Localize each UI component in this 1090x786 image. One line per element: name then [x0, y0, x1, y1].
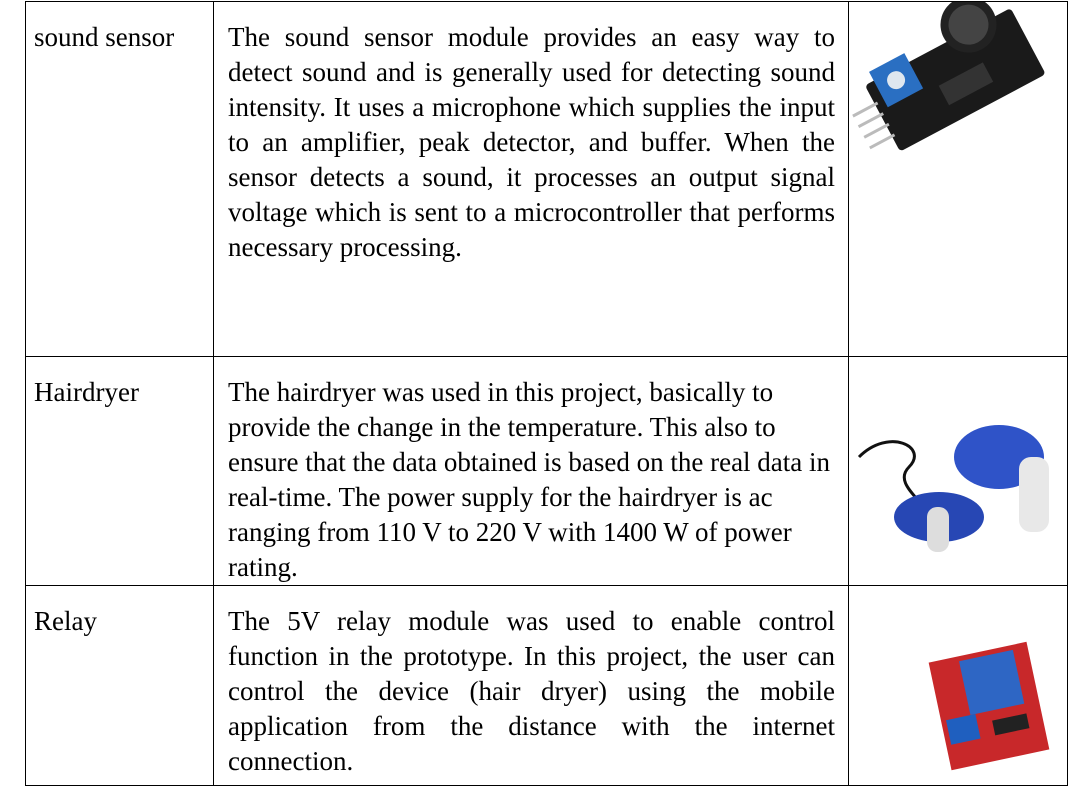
- image-cell: [848, 356, 1068, 586]
- table-row: Hairdryer The hairdryer was used in this…: [25, 356, 1068, 586]
- hairdryer-image: [857, 425, 1049, 552]
- image-cell: [848, 1, 1068, 357]
- table-row: Relay The 5V relay module was used to en…: [25, 585, 1068, 786]
- component-name: Hairdryer: [25, 356, 214, 586]
- relay-image: [928, 641, 1050, 771]
- component-description: The sound sensor module provides an easy…: [213, 1, 849, 357]
- component-name: Relay: [25, 585, 214, 786]
- component-table: sound sensor The sound sensor module pro…: [25, 1, 1068, 786]
- sound-sensor-image: [852, 2, 1045, 151]
- image-cell: [848, 585, 1068, 786]
- component-description: The hairdryer was used in this project, …: [213, 356, 849, 586]
- component-name: sound sensor: [25, 1, 214, 357]
- component-description: The 5V relay module was used to enable c…: [213, 585, 849, 786]
- table-row: sound sensor The sound sensor module pro…: [25, 1, 1068, 357]
